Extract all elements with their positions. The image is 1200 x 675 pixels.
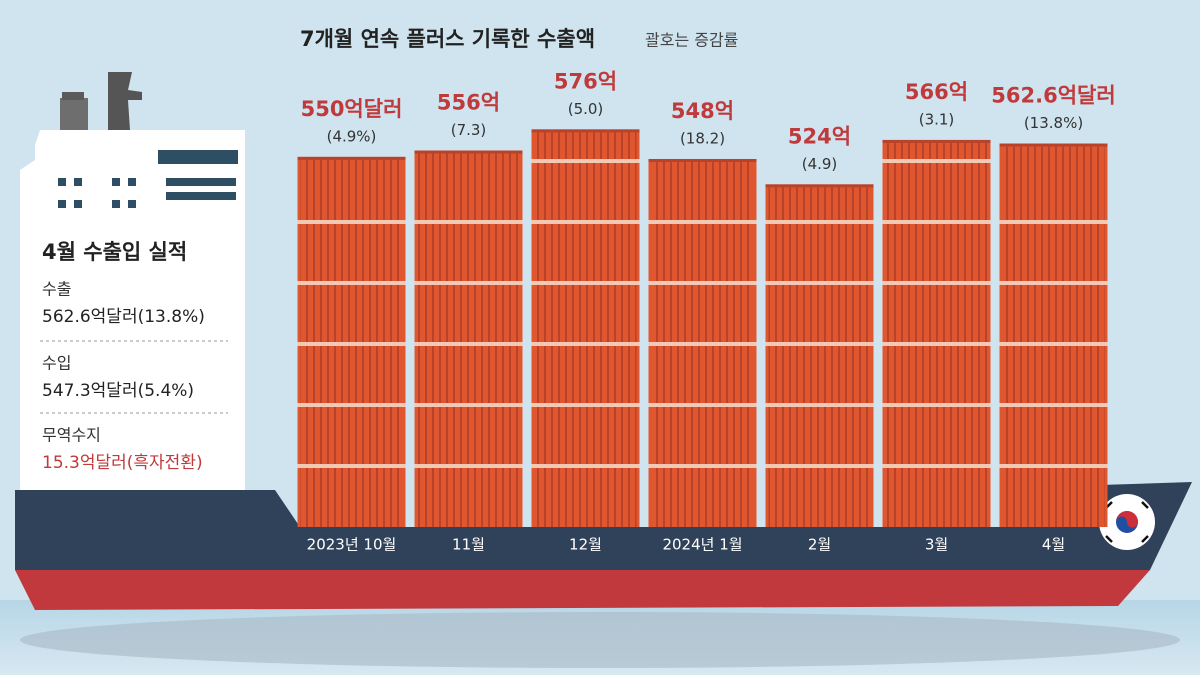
growth-label: (4.9%): [327, 127, 377, 145]
x-tick-label: 11월: [452, 536, 485, 554]
container-divider: [297, 342, 406, 346]
container-divider: [882, 464, 991, 468]
summary-label: 수출: [42, 280, 71, 299]
chart-subtitle: 괄호는 증감률: [645, 31, 738, 50]
growth-label: (18.2): [680, 129, 725, 147]
x-tick-label: 2월: [808, 536, 831, 554]
growth-label: (5.0): [568, 100, 604, 118]
x-tick-label: 2024년 1월: [662, 536, 742, 554]
bar: [882, 139, 991, 527]
container-top: [414, 150, 523, 154]
container-divider: [648, 403, 757, 407]
summary-title: 4월 수출입 실적: [42, 240, 187, 264]
container-divider: [648, 220, 757, 224]
value-label: 566억: [905, 80, 968, 104]
container-divider: [531, 403, 640, 407]
container-top: [999, 143, 1108, 147]
value-label: 562.6억달러: [991, 84, 1115, 108]
value-label: 576억: [554, 69, 617, 93]
container-divider: [882, 220, 991, 224]
x-tick-label: 3월: [925, 536, 948, 554]
summary-label: 수입: [42, 354, 71, 373]
container-divider: [414, 403, 523, 407]
container-divider: [648, 342, 757, 346]
value-label: 548억: [671, 99, 734, 123]
hull: [15, 482, 1192, 570]
superstructure: [20, 72, 245, 490]
container-divider: [648, 464, 757, 468]
container-divider: [999, 403, 1108, 407]
container-top: [882, 139, 991, 143]
container-divider: [531, 281, 640, 285]
growth-label: (4.9): [802, 155, 838, 173]
container-divider: [882, 403, 991, 407]
container-divider: [882, 159, 991, 163]
ship-reflection: [20, 612, 1180, 668]
x-tick-label: 4월: [1042, 536, 1065, 554]
container-divider: [531, 464, 640, 468]
growth-label: (7.3): [451, 121, 487, 139]
container-divider: [765, 220, 874, 224]
container-divider: [414, 342, 523, 346]
bar: [765, 184, 874, 527]
growth-label: (3.1): [919, 110, 955, 128]
container-divider: [765, 403, 874, 407]
container-divider: [999, 220, 1108, 224]
container-top: [648, 158, 757, 162]
container-divider: [882, 281, 991, 285]
container-divider: [882, 342, 991, 346]
summary-value: 15.3억달러(흑자전환): [42, 453, 203, 473]
container-divider: [414, 464, 523, 468]
container-divider: [999, 464, 1108, 468]
container-divider: [297, 281, 406, 285]
container-divider: [414, 281, 523, 285]
container-divider: [297, 403, 406, 407]
summary-value: 547.3억달러(5.4%): [42, 381, 194, 401]
container-divider: [648, 281, 757, 285]
summary-label: 무역수지: [42, 426, 101, 445]
container-divider: [297, 220, 406, 224]
chart-title: 7개월 연속 플러스 기록한 수출액: [300, 27, 595, 51]
bar: [297, 156, 406, 527]
container-divider: [531, 220, 640, 224]
container-top: [765, 184, 874, 188]
value-label: 556억: [437, 91, 500, 115]
summary-value: 562.6억달러(13.8%): [42, 307, 205, 327]
container-divider: [531, 342, 640, 346]
hull-bottom: [15, 570, 1150, 610]
value-label: 550억달러: [301, 97, 403, 121]
container-divider: [999, 281, 1108, 285]
bar: [999, 143, 1108, 527]
container-divider: [999, 342, 1108, 346]
container-divider: [531, 159, 640, 163]
x-tick-label: 2023년 10월: [307, 536, 397, 554]
container-top: [531, 129, 640, 133]
container-top: [297, 156, 406, 160]
x-tick-label: 12월: [569, 536, 602, 554]
bar: [414, 150, 523, 527]
container-divider: [297, 464, 406, 468]
container-divider: [414, 220, 523, 224]
container-divider: [765, 342, 874, 346]
container-divider: [765, 281, 874, 285]
value-label: 524억: [788, 124, 851, 148]
container-divider: [765, 464, 874, 468]
flag: [1099, 494, 1155, 550]
growth-label: (13.8%): [1024, 114, 1083, 132]
